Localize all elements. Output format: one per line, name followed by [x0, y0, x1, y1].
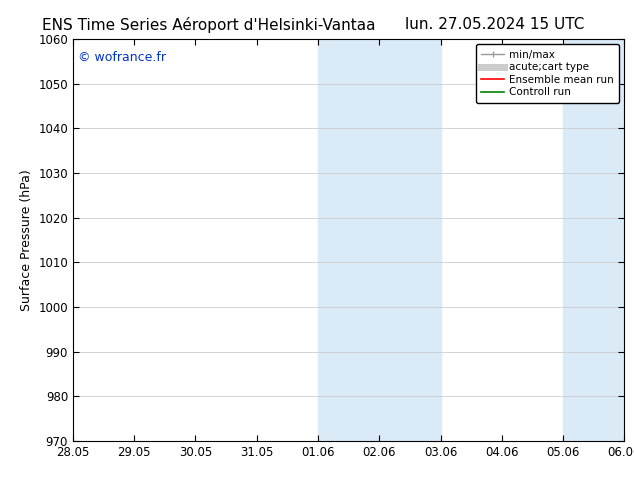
Bar [563, 39, 624, 441]
Y-axis label: Surface Pressure (hPa): Surface Pressure (hPa) [20, 169, 33, 311]
Text: ENS Time Series Aéroport d'Helsinki-Vantaa: ENS Time Series Aéroport d'Helsinki-Vant… [42, 17, 376, 33]
Text: © wofrance.fr: © wofrance.fr [79, 51, 167, 64]
Bar [318, 39, 441, 441]
Text: lun. 27.05.2024 15 UTC: lun. 27.05.2024 15 UTC [405, 17, 584, 32]
Legend: min/max, acute;cart type, Ensemble mean run, Controll run: min/max, acute;cart type, Ensemble mean … [476, 45, 619, 102]
